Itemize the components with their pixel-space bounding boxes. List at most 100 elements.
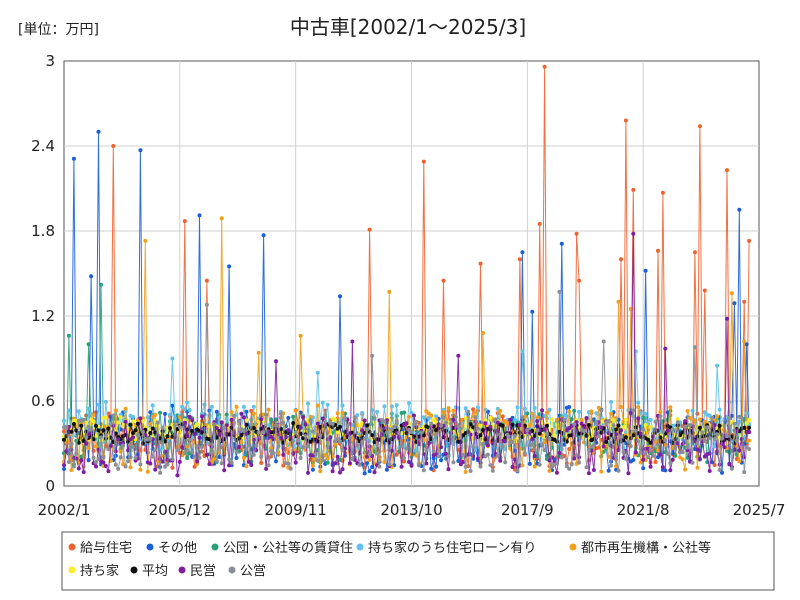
series-point xyxy=(347,461,352,466)
series-point xyxy=(320,400,325,405)
series-point xyxy=(214,409,219,414)
series-point xyxy=(251,411,256,416)
series-point xyxy=(62,467,66,471)
series-point xyxy=(291,421,296,426)
series-point xyxy=(424,461,429,466)
series-point xyxy=(557,451,562,455)
series-point xyxy=(572,456,577,461)
series-point xyxy=(335,454,340,459)
legend-item: 給与住宅 xyxy=(68,541,132,556)
series-point xyxy=(742,470,747,475)
series-point xyxy=(707,469,712,473)
series-point xyxy=(138,148,143,153)
series-point xyxy=(646,437,651,442)
series-point xyxy=(133,455,138,460)
series-point xyxy=(133,428,138,433)
series-point xyxy=(131,419,135,424)
series-point xyxy=(274,423,278,427)
series-point xyxy=(274,459,278,464)
series-point xyxy=(510,422,515,427)
series-point xyxy=(656,448,660,453)
series-point xyxy=(493,417,498,422)
series-point xyxy=(641,457,646,462)
series-point xyxy=(76,466,81,471)
series-point xyxy=(623,456,628,461)
series-point xyxy=(680,449,685,454)
series-point xyxy=(96,129,101,134)
series-point xyxy=(651,453,655,458)
series-point xyxy=(520,463,525,468)
series-point xyxy=(172,416,177,421)
series-point xyxy=(170,356,175,361)
series-point xyxy=(409,463,414,468)
series-point xyxy=(554,470,559,475)
series-point xyxy=(367,469,372,474)
series-point xyxy=(567,405,572,409)
series-point xyxy=(237,445,241,449)
series-point xyxy=(700,430,705,435)
legend-label: 都市再生機構・公社等 xyxy=(581,540,711,556)
series-point xyxy=(357,462,362,467)
series-point xyxy=(259,454,264,459)
series-point xyxy=(150,454,155,459)
series-point xyxy=(727,462,732,467)
series-point xyxy=(94,444,98,449)
series-point xyxy=(96,457,101,462)
series-point xyxy=(367,458,372,462)
series-point xyxy=(244,464,249,469)
x-tick-label: 2005/12 xyxy=(149,501,211,519)
series-point xyxy=(572,422,577,427)
series-point xyxy=(192,440,197,445)
series-point xyxy=(643,422,648,427)
series-point xyxy=(409,410,414,415)
series-point xyxy=(350,426,355,431)
series-point xyxy=(116,420,121,425)
series-point xyxy=(389,404,394,409)
series-point xyxy=(540,443,545,448)
series-point xyxy=(473,415,478,420)
series-point xyxy=(527,423,532,428)
legend-item: 民営 xyxy=(178,564,216,579)
series-point xyxy=(500,444,505,449)
series-point xyxy=(734,438,739,443)
series-point xyxy=(520,250,525,255)
series-point xyxy=(367,452,372,457)
series-point xyxy=(609,411,614,416)
series-point xyxy=(451,417,456,422)
legend-item: その他 xyxy=(146,541,197,556)
series-point xyxy=(64,424,69,429)
series-point xyxy=(436,454,441,459)
series-point xyxy=(476,456,480,461)
series-point xyxy=(582,429,586,434)
series-point xyxy=(62,418,66,423)
series-point xyxy=(360,428,365,433)
series-point xyxy=(121,424,126,429)
series-point xyxy=(276,444,281,449)
series-point xyxy=(227,264,232,269)
series-point xyxy=(658,414,663,419)
series-point xyxy=(163,411,167,416)
series-point xyxy=(86,446,91,451)
series-point xyxy=(217,438,222,443)
y-tick-label: 1.2 xyxy=(31,307,55,325)
series-point xyxy=(441,415,446,420)
series-point xyxy=(636,400,641,405)
series-point xyxy=(621,449,626,454)
series-point xyxy=(485,452,490,457)
series-point xyxy=(641,466,646,471)
series-point xyxy=(663,346,668,351)
series-point xyxy=(653,419,658,424)
series-point xyxy=(224,416,229,421)
series-point xyxy=(604,439,609,444)
series-point xyxy=(429,413,434,418)
series-point xyxy=(168,412,172,417)
series-point xyxy=(99,435,103,440)
series-point xyxy=(683,419,688,424)
series-point xyxy=(488,463,493,468)
series-point xyxy=(298,410,303,415)
series-point xyxy=(498,408,503,413)
series-point xyxy=(160,459,165,464)
series-point xyxy=(180,404,185,409)
series-point xyxy=(340,403,345,408)
series-point xyxy=(675,441,680,446)
